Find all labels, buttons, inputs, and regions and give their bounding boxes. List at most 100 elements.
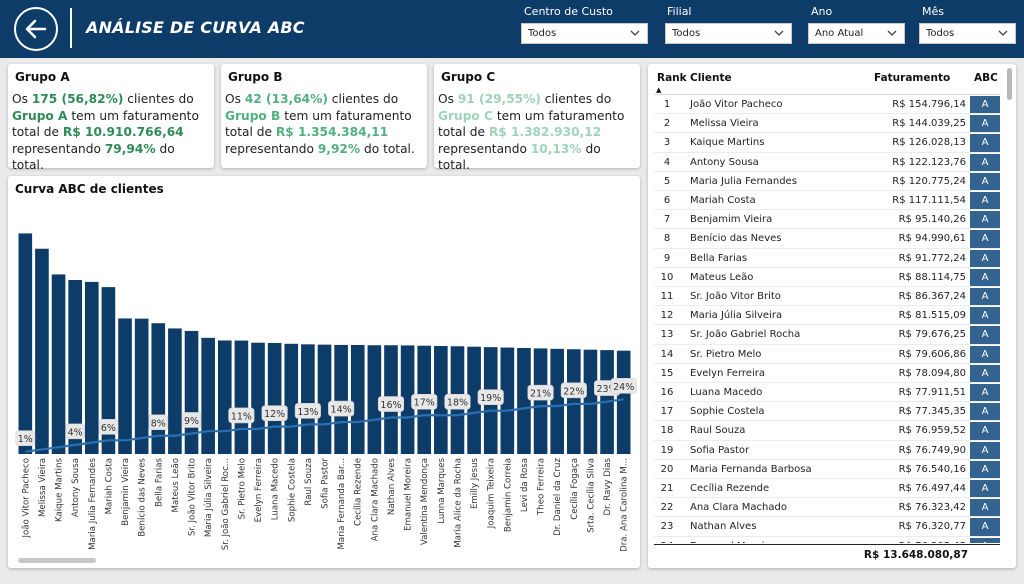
chart-bar[interactable] xyxy=(400,345,415,454)
x-axis-label: João Vitor Pacheco xyxy=(21,458,31,539)
chart-bar[interactable] xyxy=(301,344,315,454)
table-scrollbar-thumb[interactable] xyxy=(1007,68,1012,100)
chart-bar[interactable] xyxy=(267,342,282,454)
chart-bar[interactable] xyxy=(184,330,199,454)
table-row[interactable]: 14 Sr. Pietro Melo R$ 79.606,86 A xyxy=(648,345,1004,364)
chart-bar[interactable] xyxy=(68,279,82,454)
x-axis-label: Theo Ferreira xyxy=(537,458,547,516)
chart-horizontal-scrollbar[interactable] xyxy=(18,558,96,563)
table-row[interactable]: 19 Sofia Pastor R$ 76.749,90 A xyxy=(648,441,1004,460)
header-abc[interactable]: ABC xyxy=(974,72,998,84)
abc-class-cell: A xyxy=(970,518,1000,536)
data-label: 13% xyxy=(297,407,318,418)
table-row[interactable]: 18 Raul Souza R$ 76.959,52 A xyxy=(648,421,1004,441)
faturamento-cell: R$ 76.323,42 xyxy=(898,502,966,514)
table-row[interactable]: 4 Antony Sousa R$ 122.123,76 A xyxy=(648,153,1004,172)
header-rank[interactable]: Rank xyxy=(657,72,687,84)
chart-bar[interactable] xyxy=(517,347,531,454)
table-vertical-scrollbar[interactable] xyxy=(1004,66,1012,564)
faturamento-cell: R$ 76.320,77 xyxy=(898,521,966,533)
filter-select-mes[interactable]: Todos xyxy=(919,23,1016,44)
chart-bar[interactable] xyxy=(35,248,49,454)
chart-bar[interactable] xyxy=(134,318,149,454)
header-divider xyxy=(654,94,1000,95)
header-bar: ANÁLISE DE CURVA ABC Centro de Custo Tod… xyxy=(0,0,1024,58)
header-cliente[interactable]: Cliente xyxy=(690,72,732,84)
abc-class-cell: A xyxy=(970,268,1000,287)
chart-bar[interactable] xyxy=(533,348,548,454)
chart-bar[interactable] xyxy=(500,347,515,454)
table-row[interactable]: 20 Maria Fernanda Barbosa R$ 76.540,16 A xyxy=(648,460,1004,479)
chart-bar[interactable] xyxy=(201,337,215,454)
chart-bar[interactable] xyxy=(567,349,581,454)
chart-bar[interactable] xyxy=(350,344,365,454)
chart-bar[interactable] xyxy=(217,340,232,454)
cliente-cell: Sr. Pietro Melo xyxy=(690,348,762,360)
row-divider xyxy=(654,420,1000,422)
chart-bar[interactable] xyxy=(118,318,132,454)
x-axis-label: Srta. Cecília Silva xyxy=(586,458,596,533)
abc-class-cell: A xyxy=(970,364,1000,383)
chart-bar[interactable] xyxy=(550,348,565,454)
chart-bar[interactable] xyxy=(51,274,66,454)
table-row[interactable]: 24 Emanuel Moreira R$ 76.205,45 A xyxy=(648,537,1004,543)
chart-bar[interactable] xyxy=(467,346,481,454)
header-faturamento[interactable]: Faturamento xyxy=(874,72,951,84)
row-divider xyxy=(654,189,1000,191)
back-button[interactable] xyxy=(14,7,58,51)
chart-bar[interactable] xyxy=(583,349,598,454)
chart-bar[interactable] xyxy=(18,233,33,454)
table-row[interactable]: 5 Maria Julia Fernandes R$ 120.775,24 A xyxy=(648,172,1004,191)
row-divider xyxy=(654,132,1000,134)
table-row[interactable]: 11 Sr. João Vitor Brito R$ 86.367,24 A xyxy=(648,287,1004,307)
data-label-box xyxy=(65,423,85,440)
row-divider xyxy=(654,228,1000,230)
row-divider xyxy=(654,170,1000,172)
table-row[interactable]: 6 Mariah Costa R$ 117.111,54 A xyxy=(648,191,1004,211)
abc-class-cell: A xyxy=(970,422,1000,440)
filter-select-ano[interactable]: Ano Atual xyxy=(808,23,905,44)
table-row[interactable]: 10 Mateus Leão R$ 88.114,75 A xyxy=(648,268,1004,287)
chart-bar[interactable] xyxy=(251,342,265,454)
table-row[interactable]: 7 Benjamim Vieira R$ 95.140,26 A xyxy=(648,210,1004,230)
chart-bar[interactable] xyxy=(234,340,249,454)
chart-bar[interactable] xyxy=(317,344,332,454)
table-row[interactable]: 9 Bella Farias R$ 91.772,24 A xyxy=(648,249,1004,268)
table-row[interactable]: 21 Cecília Rezende R$ 76.497,44 A xyxy=(648,479,1004,499)
cliente-cell: Raul Souza xyxy=(690,425,746,437)
chart-bar[interactable] xyxy=(101,287,116,454)
table-row[interactable]: 23 Nathan Alves R$ 76.320,77 A xyxy=(648,517,1004,537)
table-row[interactable]: 3 Kaique Martins R$ 126.028,13 A xyxy=(648,133,1004,153)
chart-bar[interactable] xyxy=(284,343,299,454)
data-label: 23% xyxy=(597,384,618,395)
chevron-down-icon xyxy=(887,30,897,36)
table-row[interactable]: 13 Sr. João Gabriel Rocha R$ 79.676,25 A xyxy=(648,325,1004,345)
rank-cell: 15 xyxy=(660,367,674,379)
faturamento-cell: R$ 76.540,16 xyxy=(898,463,966,475)
group-a-pct: 79,94% xyxy=(104,141,156,156)
table-row[interactable]: 2 Melissa Vieira R$ 144.039,25 A xyxy=(648,114,1004,134)
table-row[interactable]: 8 Benício das Neves R$ 94.990,61 A xyxy=(648,229,1004,249)
table-row[interactable]: 15 Evelyn Ferreira R$ 78.094,80 A xyxy=(648,364,1004,383)
chart-bar[interactable] xyxy=(84,281,99,454)
data-label: 4% xyxy=(68,427,83,438)
rank-cell: 20 xyxy=(660,463,674,475)
table-row[interactable]: 16 Luana Macedo R$ 77.911,51 A xyxy=(648,383,1004,403)
group-c-pct: 10,13% xyxy=(530,141,582,156)
chart-bar[interactable] xyxy=(616,350,631,454)
chart-bar[interactable] xyxy=(151,323,166,454)
chart-bar[interactable] xyxy=(434,345,448,454)
table-row[interactable]: 17 Sophie Costela R$ 77.345,35 A xyxy=(648,402,1004,422)
chart-bar[interactable] xyxy=(367,345,382,454)
chart-bar[interactable] xyxy=(334,344,348,454)
table-body: 1 João Vitor Pacheco R$ 154.796,14 A 2 Meliss… xyxy=(648,95,1004,543)
chart-bar[interactable] xyxy=(168,328,182,454)
table-row[interactable]: 12 Maria Júlia Silveira R$ 81.515,09 A xyxy=(648,306,1004,326)
filter-select-centro-custo[interactable]: Todos xyxy=(521,23,648,44)
cliente-cell: Sr. João Vitor Brito xyxy=(690,291,781,302)
group-c-text: Os xyxy=(438,92,458,106)
table-row[interactable]: 1 João Vitor Pacheco R$ 154.796,14 A xyxy=(648,95,1004,115)
filter-select-filial[interactable]: Todos xyxy=(665,23,792,44)
table-row[interactable]: 22 Ana Clara Machado R$ 76.323,42 A xyxy=(648,498,1004,518)
filter-label-ano: Ano xyxy=(811,5,833,18)
